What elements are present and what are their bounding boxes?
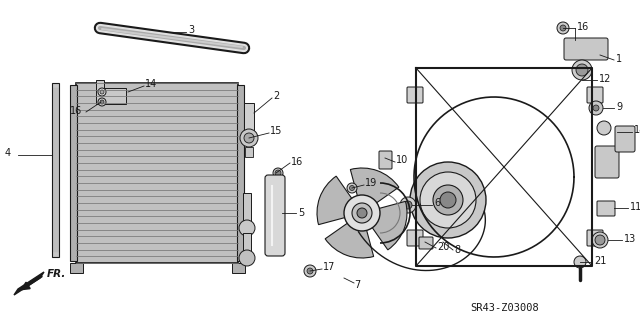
- Text: 16: 16: [291, 157, 303, 167]
- Circle shape: [100, 100, 104, 104]
- Circle shape: [572, 60, 592, 80]
- Text: 7: 7: [354, 280, 360, 290]
- Wedge shape: [350, 168, 399, 203]
- Circle shape: [304, 265, 316, 277]
- Text: 21: 21: [594, 256, 606, 266]
- Text: 12: 12: [599, 74, 611, 84]
- Circle shape: [589, 101, 603, 115]
- Text: 8: 8: [454, 245, 460, 255]
- FancyBboxPatch shape: [595, 146, 619, 178]
- Circle shape: [349, 186, 355, 190]
- Text: 16: 16: [577, 22, 589, 32]
- Circle shape: [239, 250, 255, 266]
- Bar: [76, 83, 238, 263]
- FancyBboxPatch shape: [379, 151, 392, 169]
- Circle shape: [440, 192, 456, 208]
- Text: 16: 16: [70, 106, 83, 116]
- Circle shape: [100, 90, 104, 94]
- Bar: [70, 263, 83, 273]
- FancyBboxPatch shape: [564, 38, 608, 60]
- Circle shape: [400, 197, 416, 213]
- Text: 6: 6: [434, 198, 440, 208]
- Text: FR.: FR.: [47, 269, 67, 279]
- Wedge shape: [325, 223, 374, 258]
- Circle shape: [593, 105, 599, 111]
- Wedge shape: [372, 201, 407, 250]
- Text: 13: 13: [624, 234, 636, 244]
- Bar: [70, 85, 77, 261]
- Bar: [244, 103, 254, 133]
- Wedge shape: [317, 176, 352, 225]
- Circle shape: [597, 121, 611, 135]
- Text: 3: 3: [188, 25, 194, 35]
- FancyBboxPatch shape: [615, 126, 635, 152]
- Bar: [243, 193, 251, 223]
- Circle shape: [410, 162, 486, 238]
- Circle shape: [574, 256, 586, 268]
- Text: 18: 18: [634, 125, 640, 135]
- Circle shape: [592, 232, 608, 248]
- Circle shape: [239, 220, 255, 236]
- Circle shape: [560, 25, 566, 31]
- Bar: [96, 88, 126, 104]
- Circle shape: [433, 185, 463, 215]
- Bar: [237, 85, 244, 261]
- FancyBboxPatch shape: [587, 87, 603, 103]
- FancyBboxPatch shape: [597, 201, 615, 216]
- Text: 20: 20: [437, 242, 449, 252]
- Bar: [243, 233, 251, 253]
- Text: 4: 4: [5, 148, 11, 158]
- Circle shape: [595, 235, 605, 245]
- Circle shape: [240, 129, 258, 147]
- Circle shape: [344, 195, 380, 231]
- Text: 2: 2: [273, 91, 279, 101]
- FancyBboxPatch shape: [265, 175, 285, 256]
- FancyBboxPatch shape: [587, 230, 603, 246]
- Text: 1: 1: [616, 54, 622, 64]
- FancyBboxPatch shape: [407, 87, 423, 103]
- Circle shape: [576, 64, 588, 76]
- Bar: [232, 263, 245, 273]
- Circle shape: [98, 98, 106, 106]
- Circle shape: [420, 172, 476, 228]
- Circle shape: [307, 268, 313, 274]
- Text: 10: 10: [396, 155, 408, 165]
- Circle shape: [98, 88, 106, 96]
- Circle shape: [352, 203, 372, 223]
- Bar: [275, 178, 281, 186]
- Text: 5: 5: [298, 208, 304, 218]
- FancyBboxPatch shape: [419, 237, 433, 249]
- Polygon shape: [14, 272, 44, 295]
- Bar: [245, 147, 253, 157]
- Text: SR43-Z03008: SR43-Z03008: [470, 303, 539, 313]
- Bar: [96, 80, 104, 90]
- Circle shape: [273, 168, 283, 178]
- Bar: [52, 83, 59, 257]
- Circle shape: [275, 170, 281, 176]
- Text: 14: 14: [145, 79, 157, 89]
- Circle shape: [347, 183, 357, 193]
- Bar: [76, 83, 238, 263]
- Circle shape: [357, 208, 367, 218]
- Circle shape: [404, 201, 412, 209]
- Circle shape: [557, 22, 569, 34]
- Text: 19: 19: [365, 178, 377, 188]
- Circle shape: [244, 133, 254, 143]
- Text: 9: 9: [616, 102, 622, 112]
- Text: 17: 17: [323, 262, 335, 272]
- Text: 11: 11: [630, 202, 640, 212]
- Text: 15: 15: [270, 126, 282, 136]
- FancyBboxPatch shape: [407, 230, 423, 246]
